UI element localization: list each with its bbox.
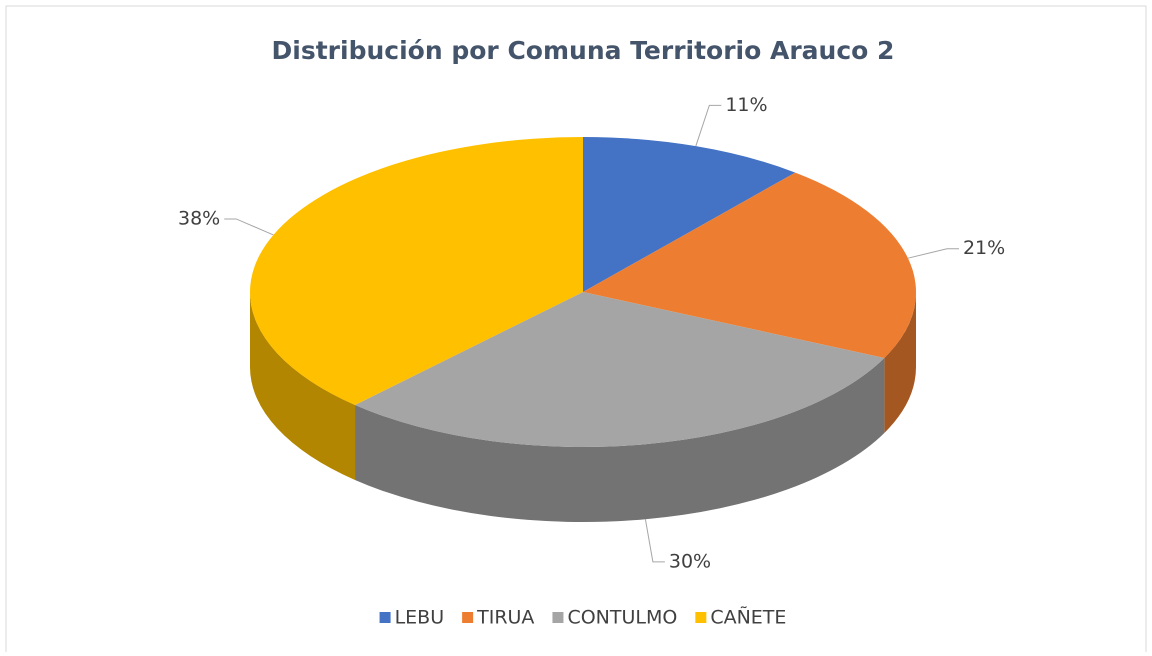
legend-marker — [552, 612, 564, 623]
legend-marker — [695, 612, 707, 623]
slice — [583, 137, 796, 292]
leader-line — [224, 218, 274, 236]
legend-label: CONTULMO — [567, 607, 677, 629]
legend-marker — [462, 612, 474, 623]
data-label: 11% — [725, 94, 767, 116]
data-label: 38% — [178, 207, 220, 229]
side-shade — [884, 292, 916, 433]
legend-marker — [379, 612, 391, 623]
legend-label: TIRUA — [476, 607, 534, 629]
slice — [583, 172, 916, 358]
slice-side — [355, 357, 885, 522]
slice — [249, 137, 583, 405]
slice-side — [884, 292, 916, 433]
side-shade — [250, 292, 356, 480]
legend-label: LEBU — [395, 607, 445, 629]
chart-title: Distribución por Comuna Territorio Arauc… — [272, 36, 895, 65]
leader-line — [907, 248, 959, 259]
leader-line — [644, 519, 665, 563]
slice-side — [250, 292, 356, 480]
slice — [355, 292, 885, 448]
leader-line — [695, 104, 722, 147]
data-label: 30% — [669, 550, 711, 572]
legend-label: CAÑETE — [710, 606, 786, 629]
side-shade — [355, 357, 885, 522]
data-label: 21% — [963, 237, 1005, 259]
